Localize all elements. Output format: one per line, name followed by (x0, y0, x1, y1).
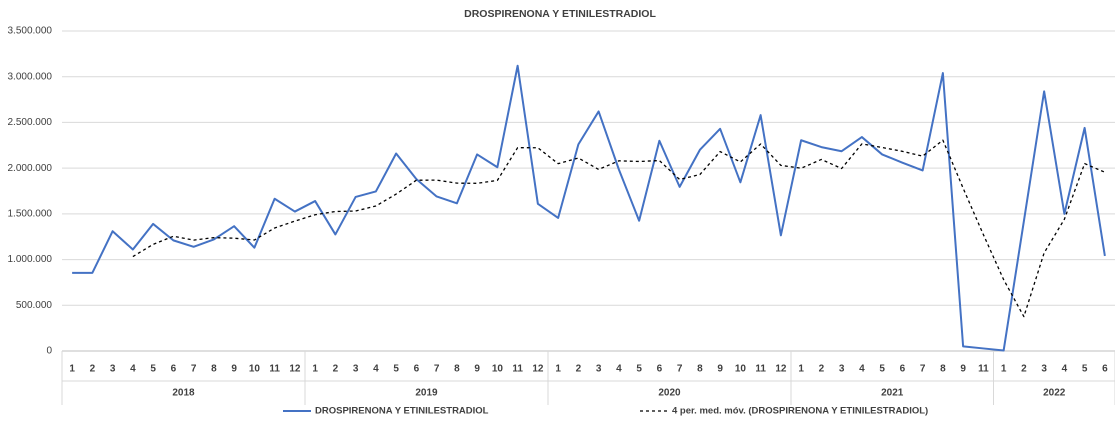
x-tick-label: 9 (960, 364, 966, 375)
x-tick-label: 3 (353, 364, 359, 375)
year-label: 2019 (415, 388, 438, 399)
x-tick-label: 1 (69, 364, 75, 375)
x-tick-label: 10 (249, 364, 261, 375)
x-tick-label: 9 (717, 364, 723, 375)
x-tick-label: 11 (512, 364, 523, 375)
x-tick-label: 3 (839, 364, 845, 375)
x-tick-label: 8 (940, 364, 946, 375)
x-tick-label: 2 (1021, 364, 1027, 375)
x-tick-label: 8 (211, 364, 217, 375)
series-line (132, 139, 1106, 318)
x-tick-label: 11 (978, 364, 989, 375)
chart-title: DROSPIRENONA Y ETINILESTRADIOL (464, 8, 656, 20)
x-tick-label: 5 (150, 364, 156, 375)
x-tick-label: 7 (677, 364, 683, 375)
x-tick-label: 10 (735, 364, 747, 375)
year-label: 2021 (881, 388, 904, 399)
x-tick-label: 2 (819, 364, 825, 375)
x-tick-label: 1 (798, 364, 804, 375)
x-tick-label: 8 (697, 364, 703, 375)
x-tick-label: 4 (1062, 364, 1068, 375)
legend-label: 4 per. med. móv. (DROSPIRENONA Y ETINILE… (672, 406, 928, 417)
series-line (72, 64, 1106, 352)
x-tick-label: 6 (900, 364, 906, 375)
x-tick-label: 6 (657, 364, 663, 375)
x-tick-label: 1 (555, 364, 561, 375)
x-tick-label: 9 (474, 364, 480, 375)
legend: DROSPIRENONA Y ETINILESTRADIOL 4 per. med… (283, 406, 928, 417)
x-tick-label: 6 (1102, 364, 1108, 375)
y-tick-label: 2.000.000 (8, 163, 53, 174)
x-tick-label: 8 (454, 364, 460, 375)
x-tick-label: 4 (616, 364, 622, 375)
x-tick-label: 5 (1082, 364, 1088, 375)
x-tick-label: 12 (289, 364, 301, 375)
x-tick-label: 1 (1001, 364, 1007, 375)
x-tick-label: 4 (859, 364, 865, 375)
y-tick-label: 2.500.000 (8, 117, 53, 128)
x-axis: 1 2 3 4 5 6 7 8 9 10 11 12 1 2 3 4 5 6 7 8 9 10 11 12 1 2 3 4 5 6 7 8 9 1… (61, 351, 1115, 405)
x-tick-label: 7 (191, 364, 197, 375)
x-tick-label: 5 (879, 364, 885, 375)
x-tick-label: 10 (492, 364, 504, 375)
x-tick-label: 4 (373, 364, 379, 375)
x-tick-label: 1 (312, 364, 318, 375)
x-tick-label: 11 (269, 364, 280, 375)
x-tick-label: 7 (434, 364, 440, 375)
x-tick-label: 2 (333, 364, 339, 375)
grid: 0 500.000 1.000.000 1.500.000 2.000.000 2.500… (8, 26, 1115, 357)
year-label: 2022 (1043, 388, 1066, 399)
x-tick-label: 7 (920, 364, 926, 375)
y-tick-label: 0 (46, 346, 52, 357)
x-tick-label: 9 (231, 364, 237, 375)
x-tick-label: 6 (171, 364, 177, 375)
x-tick-label: 2 (90, 364, 96, 375)
x-tick-label: 11 (755, 364, 766, 375)
x-tick-label: 4 (130, 364, 136, 375)
y-tick-label: 1.500.000 (8, 208, 53, 219)
y-tick-label: 1.000.000 (8, 254, 53, 265)
x-tick-label: 5 (393, 364, 399, 375)
x-tick-label: 5 (636, 364, 642, 375)
y-tick-label: 500.000 (16, 300, 53, 311)
plot-area (72, 64, 1106, 352)
year-label: 2020 (658, 388, 681, 399)
x-tick-label: 3 (1041, 364, 1047, 375)
x-tick-label: 12 (775, 364, 787, 375)
x-tick-label: 2 (576, 364, 582, 375)
y-tick-label: 3.500.000 (8, 26, 53, 37)
x-tick-label: 12 (532, 364, 544, 375)
x-tick-label: 6 (414, 364, 420, 375)
x-tick-label: 3 (110, 364, 116, 375)
legend-label: DROSPIRENONA Y ETINILESTRADIOL (315, 406, 489, 417)
y-tick-label: 3.000.000 (8, 71, 53, 82)
year-label: 2018 (172, 388, 195, 399)
x-tick-label: 3 (596, 364, 602, 375)
